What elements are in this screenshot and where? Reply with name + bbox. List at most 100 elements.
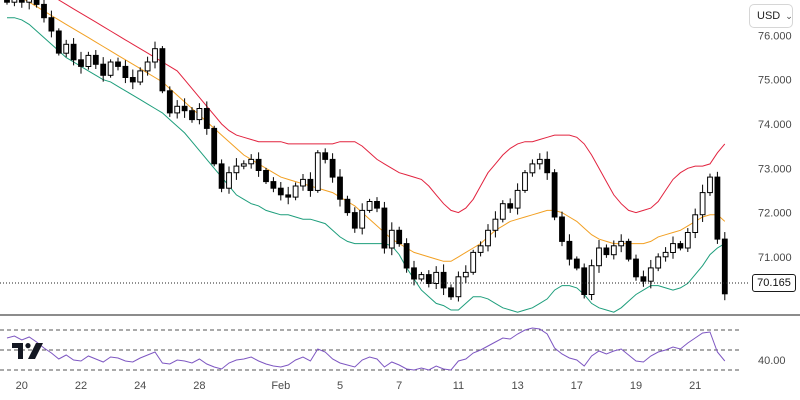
candle-body (329, 158, 336, 178)
candle-body (529, 163, 536, 174)
candle-body (721, 238, 728, 295)
candle-body (492, 218, 499, 231)
candle-body (292, 185, 299, 198)
candle-body (218, 163, 225, 189)
candle-body (92, 54, 99, 65)
candle-body (699, 192, 706, 216)
candle-body (388, 229, 395, 249)
candle-body (485, 229, 491, 247)
oscillator-axis: 40.00 (758, 355, 786, 367)
chevron-down-icon: ⌄ (785, 10, 793, 21)
price-tick-label: 72.000 (758, 208, 792, 220)
candle-body (285, 194, 292, 198)
currency-dropdown[interactable]: USD ⌄ (749, 4, 793, 28)
candle-body (655, 256, 662, 269)
candle-body (166, 90, 173, 114)
middle-bollinger-band (24, 0, 726, 262)
candle-body (300, 178, 306, 187)
candle-body (70, 43, 77, 61)
candle-body (366, 201, 373, 211)
candle-body (41, 3, 47, 19)
candle-body (551, 172, 558, 218)
candle-body (618, 240, 625, 247)
time-tick-label: 19 (630, 380, 642, 392)
candle-body (470, 251, 477, 273)
candle-body (174, 105, 181, 114)
candle-body (670, 243, 676, 254)
candle-body (85, 54, 92, 68)
candle-body (122, 65, 129, 79)
candle-body (499, 203, 506, 220)
candle-body (662, 251, 669, 258)
candle-body (536, 158, 543, 165)
candle-body (78, 59, 84, 67)
candle-body (226, 172, 232, 189)
price-axis: 76.000 75.000 74.000 73.000 72.000 71.000 (758, 30, 792, 264)
candle-body (462, 271, 469, 278)
candle-body (322, 152, 329, 160)
candle-body (314, 152, 321, 191)
time-tick-label: 17 (571, 380, 583, 392)
candle-body (115, 61, 121, 67)
candle-body (63, 43, 70, 54)
candle-body (596, 247, 602, 267)
candle-body (189, 110, 195, 121)
candle-body (374, 201, 380, 209)
candle-body (181, 105, 188, 112)
candle-body (381, 207, 388, 249)
candle-body (270, 181, 277, 189)
candle-body (433, 271, 440, 284)
time-tick-label: 28 (193, 380, 205, 392)
oscillator-levels (0, 329, 742, 371)
candle-body (18, 0, 25, 3)
candle-body (203, 108, 210, 129)
time-tick-label: 24 (134, 380, 146, 392)
price-tick-label: 71.000 (758, 252, 792, 264)
candle-body (159, 48, 166, 92)
candle-body (33, 0, 40, 5)
candle-body (233, 165, 240, 174)
upper-bollinger-band (58, 0, 726, 214)
time-tick-label: 22 (75, 380, 87, 392)
candle-body (359, 209, 366, 229)
time-tick-label: 5 (337, 380, 343, 392)
candle-body (196, 108, 203, 121)
price-tick-label: 76.000 (758, 30, 792, 42)
candle-body (351, 212, 358, 229)
last-price-label: 70.165 (752, 274, 796, 292)
candle-body (344, 198, 351, 214)
candle-body (647, 267, 654, 282)
candle-body (11, 0, 18, 3)
candle-body (544, 158, 551, 174)
candle-body (448, 287, 454, 298)
time-tick-label: 20 (16, 380, 28, 392)
candle-body (581, 267, 588, 295)
lower-bollinger-band (7, 17, 726, 313)
candle-body (129, 77, 136, 83)
currency-label: USD (757, 10, 781, 22)
time-tick-label: 13 (511, 380, 523, 392)
time-tick-label: Feb (271, 380, 290, 392)
tradingview-logo[interactable] (12, 343, 44, 359)
candle-body (4, 0, 10, 3)
price-tick-label: 73.000 (758, 163, 792, 175)
candle-body (440, 271, 447, 289)
candle-body (559, 216, 565, 242)
candle-body (677, 243, 684, 249)
candle-body (307, 178, 314, 191)
candle-body (455, 276, 462, 298)
candle-body (277, 187, 284, 196)
candle-body (425, 274, 432, 285)
candle-body (26, 0, 33, 3)
candle-body (137, 70, 144, 83)
candle-body (633, 258, 639, 278)
time-tick-label: 7 (396, 380, 402, 392)
oscillator-tick-label: 40.00 (758, 355, 786, 367)
candle-body (640, 276, 647, 282)
candle-body (152, 48, 158, 63)
candle-body (403, 243, 410, 269)
candle-body (396, 229, 403, 245)
candle-body (522, 172, 528, 191)
candle-body (48, 17, 55, 32)
